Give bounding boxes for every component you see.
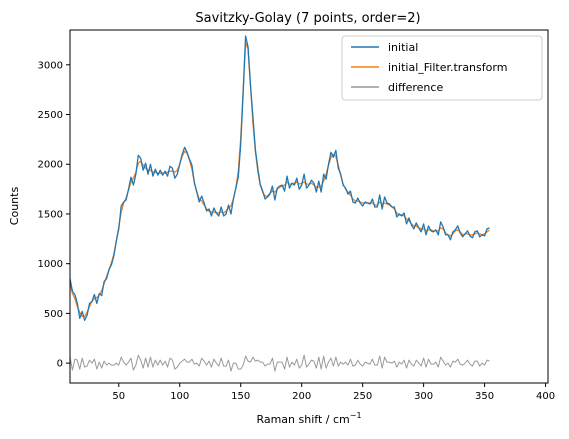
- y-tick-label: 3000: [38, 60, 63, 71]
- plot-area: [70, 35, 490, 372]
- y-tick-label: 1000: [38, 259, 63, 270]
- y-axis: 0 500 1000 1500 2000 2500 3000: [38, 60, 70, 370]
- legend-box: [341, 35, 543, 101]
- legend-label-difference: difference: [388, 81, 443, 94]
- x-axis: 50 100 150 200 250 300 350 400: [112, 383, 555, 402]
- x-tick-label: 50: [112, 391, 125, 402]
- x-tick-label: 300: [414, 391, 433, 402]
- legend: initial initial_Filter.transform differe…: [341, 35, 543, 101]
- legend-label-initial: initial: [388, 41, 418, 54]
- y-tick-label: 2000: [38, 160, 63, 171]
- x-tick-label: 100: [170, 391, 189, 402]
- legend-label-filtered: initial_Filter.transform: [388, 61, 507, 74]
- x-tick-label: 250: [353, 391, 372, 402]
- x-tick-label: 400: [536, 391, 555, 402]
- x-tick-label: 150: [231, 391, 250, 402]
- y-tick-label: 2500: [38, 110, 63, 121]
- x-axis-label: Raman shift / cm−1: [256, 411, 361, 426]
- x-axis-label-base: Raman shift / cm: [256, 413, 349, 426]
- y-tick-label: 500: [44, 309, 63, 320]
- series-layer: [70, 35, 490, 372]
- plot-frame: [69, 29, 549, 384]
- y-tick-label: 0: [57, 359, 63, 370]
- y-axis-label: Counts: [8, 187, 21, 226]
- x-tick-label: 350: [475, 391, 494, 402]
- chart-title: Savitzky-Golay (7 points, order=2): [195, 11, 420, 26]
- series-line-initial: [70, 35, 490, 322]
- y-tick-label: 1500: [38, 209, 63, 220]
- series-line-difference: [70, 354, 490, 372]
- x-axis-label-superscript: −1: [350, 411, 362, 420]
- x-tick-label: 200: [292, 391, 311, 402]
